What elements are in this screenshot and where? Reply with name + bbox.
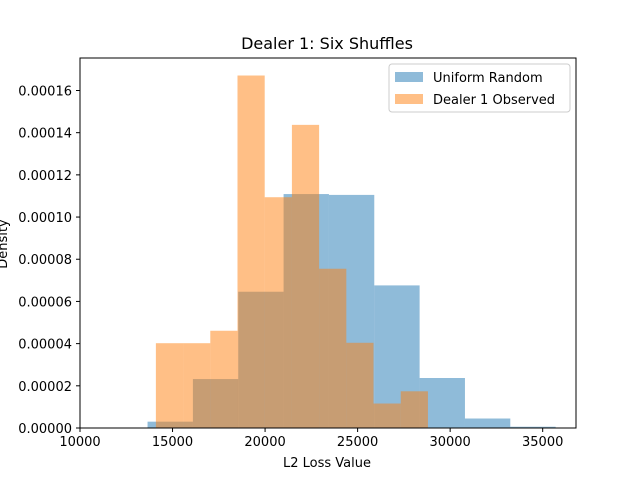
legend: Uniform Random Dealer 1 Observed: [388, 63, 571, 113]
legend-swatch: [395, 94, 423, 104]
y-tick-label: 0.00008: [18, 253, 72, 268]
y-tick-label: 0.00002: [18, 380, 72, 395]
x-axis: 10000 15000 20000 25000 30000 35000: [59, 428, 563, 450]
y-tick-label: 0.00010: [18, 211, 72, 226]
series-layer: [147, 75, 556, 429]
x-tick-label: 25000: [337, 435, 378, 450]
histogram-bar: [155, 343, 184, 428]
histogram-bar: [319, 268, 347, 428]
histogram-bar: [183, 343, 211, 428]
x-tick-label: 10000: [59, 435, 100, 450]
x-tick-label: 35000: [522, 435, 563, 450]
y-tick-label: 0.00014: [18, 127, 72, 142]
x-tick-label: 20000: [244, 435, 285, 450]
y-tick-label: 0.00012: [18, 169, 72, 184]
histogram-bar: [291, 124, 320, 429]
histogram-bar: [237, 75, 265, 429]
legend-swatch: [395, 72, 423, 82]
plot-frame: [79, 57, 577, 429]
series-1: [155, 75, 428, 429]
y-tick-label: 0.00016: [18, 84, 72, 99]
histogram-bar: [210, 330, 238, 428]
histogram-bar: [264, 197, 292, 428]
x-tick-label: 15000: [152, 435, 193, 450]
legend-label: Uniform Random: [433, 71, 543, 86]
y-axis: 0.00000 0.00002 0.00004 0.00006 0.00008 0.000…: [18, 84, 80, 437]
legend-label: Dealer 1 Observed: [433, 93, 555, 108]
histogram-bar: [346, 342, 374, 428]
y-tick-label: 0.00004: [18, 338, 72, 353]
y-tick-label: 0.00000: [18, 422, 72, 437]
histogram-bar: [400, 391, 428, 428]
plot-area: 10000 15000 20000 25000 30000 35000 0.000000.…: [18, 57, 577, 450]
x-tick-label: 30000: [429, 435, 470, 450]
legend-box: [388, 63, 571, 113]
histogram-bar: [373, 403, 401, 428]
y-tick-label: 0.00006: [18, 295, 72, 310]
histogram-bar: [464, 418, 511, 428]
histogram-bar: [510, 426, 556, 428]
y-axis-title: Density: [0, 219, 11, 269]
chart-title: Dealer 1: Six Shuffles: [241, 34, 413, 53]
x-axis-title: L2 Loss Value: [283, 456, 371, 471]
